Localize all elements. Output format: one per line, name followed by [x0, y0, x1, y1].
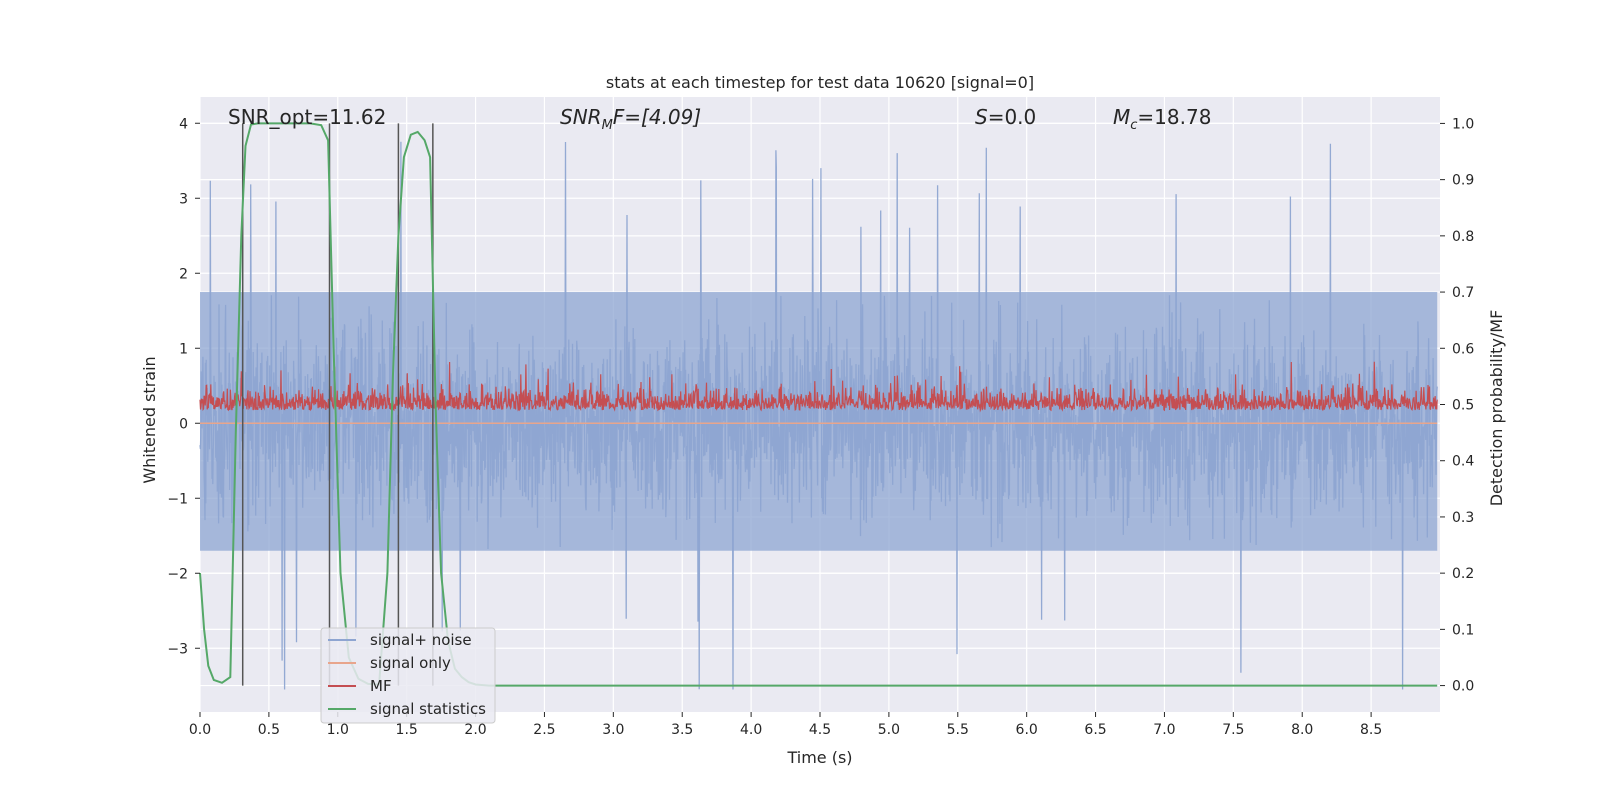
x-tick-label: 7.5 [1222, 722, 1244, 738]
x-tick-label: 2.0 [464, 722, 486, 738]
y-tick-label: −1 [167, 491, 188, 507]
y2-tick-label: 0.1 [1452, 622, 1474, 638]
legend-box [320, 627, 496, 724]
legend-label: signal+ noise [370, 631, 472, 649]
legend-label: signal only [370, 654, 451, 672]
y-tick-label: 2 [179, 266, 188, 282]
y2-tick-label: 0.9 [1452, 173, 1474, 189]
y2-tick-label: 0.7 [1452, 285, 1474, 301]
mc-label: M [1113, 105, 1130, 129]
legend: signal+ noise signal only MF signal stat… [320, 627, 496, 724]
y-tick-labels: 4 3 2 1 0 −1 −2 −3 [167, 116, 200, 657]
y2-tick-labels: 1.0 0.9 0.8 0.7 0.6 0.5 0.4 0.3 0.2 0.1 0.0 [1440, 116, 1474, 695]
y2-tick-label: 0.4 [1452, 454, 1474, 470]
x-tick-label: 7.0 [1153, 722, 1175, 738]
y2-tick-label: 0.5 [1452, 398, 1474, 414]
x-axis-label: Time (s) [786, 748, 852, 767]
mf-line [199, 361, 1438, 413]
y-tick-label: −3 [167, 641, 188, 657]
y-tick-label: 0 [179, 416, 188, 432]
x-tick-label: 6.5 [1084, 722, 1106, 738]
legend-entry: signal only [328, 654, 451, 672]
y2-tick-label: 1.0 [1452, 116, 1474, 132]
legend-entry: signal statistics [328, 700, 486, 718]
x-tick-label: 0.0 [189, 722, 211, 738]
x-tick-label: 3.5 [671, 722, 693, 738]
snr-mf-subscript: M [602, 118, 613, 133]
x-tick-label: 5.5 [947, 722, 969, 738]
mc-subscript: c [1130, 118, 1137, 133]
x-tick-label: 8.5 [1360, 722, 1382, 738]
y-tick-label: 3 [179, 191, 188, 207]
s-label: S [975, 105, 988, 129]
x-tick-label: 6.0 [1016, 722, 1038, 738]
signal-noise-core-band [200, 292, 1438, 551]
y2-tick-label: 0.8 [1452, 229, 1474, 245]
mc-annotation: Mc=18.78 [1113, 105, 1211, 133]
x-tick-label: 2.5 [533, 722, 555, 738]
x-tick-label: 4.0 [740, 722, 762, 738]
signal-statistics-series [199, 122, 1438, 687]
s-value: =0.0 [988, 105, 1037, 129]
y2-axis-label: Detection probability/MF [1487, 310, 1506, 507]
y2-tick-label: 0.0 [1452, 679, 1474, 695]
signal-statistics-line [199, 122, 1438, 687]
snr-mf-label: SNR [560, 105, 602, 129]
snr-mf-annotation: SNRMF=[4.09] [560, 105, 701, 133]
y-tick-label: 1 [179, 341, 188, 357]
snr-opt-annotation: SNR_opt=11.62 [228, 105, 386, 129]
y-tick-label: 4 [179, 116, 188, 132]
x-tick-label: 0.5 [258, 722, 280, 738]
chart-title: stats at each timestep for test data 106… [606, 73, 1034, 92]
x-tick-label: 4.5 [809, 722, 831, 738]
snr-mf-value: F=[4.09] [613, 105, 701, 129]
x-tick-label: 3.0 [602, 722, 624, 738]
y-axis-label: Whitened strain [140, 356, 159, 483]
y2-tick-label: 0.2 [1452, 566, 1474, 582]
legend-entry: MF [328, 677, 392, 695]
legend-entry: signal+ noise [328, 631, 472, 649]
mf-series [199, 361, 1438, 413]
x-tick-label: 5.0 [878, 722, 900, 738]
legend-label: signal statistics [370, 700, 486, 718]
legend-label: MF [370, 677, 392, 695]
signal-noise-series [199, 141, 1438, 690]
mc-value: =18.78 [1137, 105, 1211, 129]
y2-tick-label: 0.3 [1452, 510, 1474, 526]
y-tick-label: −2 [167, 566, 188, 582]
x-tick-label: 1.5 [396, 722, 418, 738]
x-tick-label: 8.0 [1291, 722, 1313, 738]
s-annotation: S=0.0 [975, 105, 1036, 129]
x-tick-labels: 0.0 0.5 1.0 1.5 2.0 2.5 3.0 3.5 4.0 4.5 5.0 5.5 6.0 6… [189, 712, 1382, 738]
x-tick-label: 1.0 [327, 722, 349, 738]
y2-tick-label: 0.6 [1452, 341, 1474, 357]
